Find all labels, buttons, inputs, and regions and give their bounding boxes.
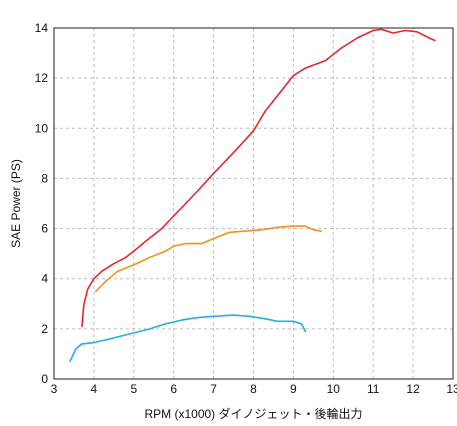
series-layer [69, 28, 436, 363]
x-tick-label: 11 [367, 382, 380, 396]
y-tick-label: 0 [41, 372, 48, 386]
x-tick-label: 13 [446, 382, 457, 396]
ticks: 3 4 5 6 7 8 9 10 11 12 13 0 2 4 6 8 10 12 14 [35, 21, 457, 396]
y-tick-label: 6 [41, 222, 48, 236]
series-line-1 [81, 28, 436, 328]
plot-border [53, 27, 454, 380]
x-tick-label: 8 [250, 382, 257, 396]
x-axis-title: RPM (x1000) ダイノジェット・後輪出力 [144, 406, 362, 421]
series-line-2 [95, 225, 323, 293]
grid [54, 28, 453, 379]
x-tick-label: 4 [91, 382, 98, 396]
x-tick-label: 5 [130, 382, 137, 396]
series-line-3 [69, 314, 307, 363]
x-tick-label: 3 [51, 382, 58, 396]
y-tick-label: 8 [41, 171, 48, 185]
y-tick-label: 14 [35, 21, 49, 35]
y-tick-label: 2 [41, 322, 48, 336]
x-tick-label: 12 [406, 382, 420, 396]
y-tick-label: 12 [35, 71, 49, 85]
y-axis-title: SAE Power (PS) [9, 159, 23, 248]
x-tick-label: 6 [170, 382, 177, 396]
x-tick-label: 10 [327, 382, 341, 396]
y-tick-label: 10 [35, 121, 49, 135]
x-tick-label: 9 [290, 382, 297, 396]
y-tick-label: 4 [41, 272, 48, 286]
x-tick-label: 7 [210, 382, 217, 396]
